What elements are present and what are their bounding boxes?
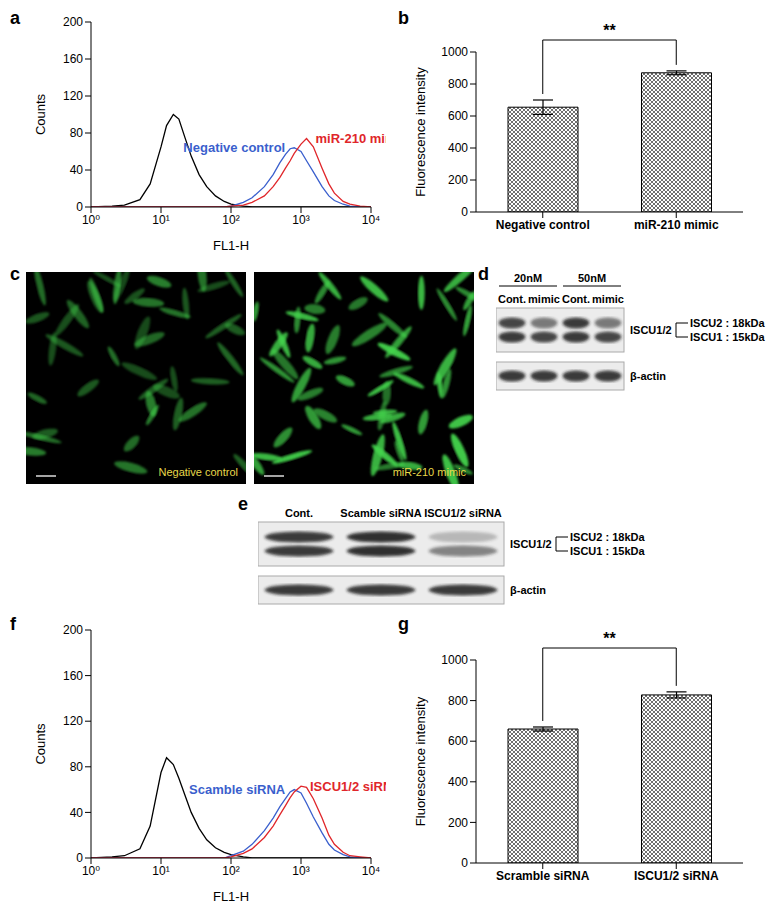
svg-text:120: 120 xyxy=(63,89,83,103)
svg-text:ISCU2 : 18kDa: ISCU2 : 18kDa xyxy=(570,531,645,543)
svg-text:10³: 10³ xyxy=(292,213,309,227)
svg-text:ISCU2 : 18kDa: ISCU2 : 18kDa xyxy=(690,317,765,329)
svg-text:160: 160 xyxy=(63,669,83,683)
svg-text:mimic: mimic xyxy=(592,293,624,305)
svg-text:10²: 10² xyxy=(222,213,239,227)
svg-text:0: 0 xyxy=(461,856,468,870)
html-text:b: b xyxy=(398,8,409,28)
svg-text:miR-210 mimic: miR-210 mimic xyxy=(316,131,386,146)
svg-text:Cont.: Cont. xyxy=(562,293,590,305)
svg-text:FL1-H: FL1-H xyxy=(213,889,249,904)
svg-text:Negative control: Negative control xyxy=(159,466,239,478)
svg-text:50nM: 50nM xyxy=(578,272,606,284)
svg-text:40: 40 xyxy=(70,806,84,820)
svg-text:1000: 1000 xyxy=(441,653,468,667)
svg-text:Scamble siRNA: Scamble siRNA xyxy=(340,507,421,519)
svg-text:800: 800 xyxy=(448,77,468,91)
svg-text:80: 80 xyxy=(70,760,84,774)
svg-text:Cont.: Cont. xyxy=(285,507,313,519)
svg-text:10⁰: 10⁰ xyxy=(82,864,100,878)
svg-text:120: 120 xyxy=(63,714,83,728)
svg-text:600: 600 xyxy=(448,109,468,123)
svg-text:miR-210 mimic: miR-210 mimic xyxy=(634,218,719,232)
html-text:e: e xyxy=(238,494,248,514)
svg-text:200: 200 xyxy=(63,15,83,29)
html-text:g: g xyxy=(398,614,409,634)
svg-text:ISCU1/2 siRNA: ISCU1/2 siRNA xyxy=(634,869,719,883)
svg-text:mimic: mimic xyxy=(528,293,560,305)
svg-text:Negative control: Negative control xyxy=(496,218,590,232)
svg-text:Fluorescence intensity: Fluorescence intensity xyxy=(413,67,428,197)
svg-text:ISCU1 : 15kDa: ISCU1 : 15kDa xyxy=(570,545,645,557)
svg-text:0: 0 xyxy=(461,205,468,219)
html-text:a: a xyxy=(10,8,20,28)
svg-text:40: 40 xyxy=(70,163,84,177)
svg-text:Fluorescence intensity: Fluorescence intensity xyxy=(413,696,428,826)
svg-text:Negative control: Negative control xyxy=(183,140,285,155)
svg-text:20nM: 20nM xyxy=(514,272,542,284)
svg-text:80: 80 xyxy=(70,126,84,140)
svg-text:Counts: Counts xyxy=(33,93,48,135)
svg-text:10⁰: 10⁰ xyxy=(82,213,100,227)
svg-text:β-actin: β-actin xyxy=(510,584,546,596)
svg-text:400: 400 xyxy=(448,141,468,155)
svg-text:ISCU1/2: ISCU1/2 xyxy=(510,538,552,550)
svg-text:10¹: 10¹ xyxy=(152,213,169,227)
svg-text:miR-210 mimic: miR-210 mimic xyxy=(393,466,467,478)
svg-text:200: 200 xyxy=(448,816,468,830)
svg-text:1000: 1000 xyxy=(441,45,468,59)
svg-text:0: 0 xyxy=(76,851,83,865)
svg-text:ISCU1/2: ISCU1/2 xyxy=(630,324,672,336)
svg-text:β-actin: β-actin xyxy=(630,370,666,382)
svg-text:600: 600 xyxy=(448,734,468,748)
svg-text:**: ** xyxy=(603,630,616,647)
svg-text:10⁴: 10⁴ xyxy=(362,213,381,227)
svg-text:200: 200 xyxy=(448,173,468,187)
html-text:f: f xyxy=(10,614,16,634)
svg-text:**: ** xyxy=(603,22,616,39)
svg-text:Scamble siRNA: Scamble siRNA xyxy=(189,782,286,797)
svg-text:10¹: 10¹ xyxy=(152,864,169,878)
svg-text:ISCU1/2 siRNA: ISCU1/2 siRNA xyxy=(424,507,502,519)
html-text:c: c xyxy=(10,264,20,284)
svg-text:800: 800 xyxy=(448,694,468,708)
svg-text:200: 200 xyxy=(63,623,83,637)
svg-text:ISCU1 : 15kDa: ISCU1 : 15kDa xyxy=(690,331,765,343)
svg-text:0: 0 xyxy=(76,200,83,214)
svg-text:400: 400 xyxy=(448,775,468,789)
svg-text:10²: 10² xyxy=(222,864,239,878)
svg-text:160: 160 xyxy=(63,52,83,66)
svg-text:Counts: Counts xyxy=(33,723,48,765)
html-text:d: d xyxy=(478,264,489,284)
svg-text:Cont.: Cont. xyxy=(498,293,526,305)
svg-text:10⁴: 10⁴ xyxy=(362,864,381,878)
svg-text:ISCU1/2 siRNA: ISCU1/2 siRNA xyxy=(310,779,386,794)
svg-text:FL1-H: FL1-H xyxy=(213,238,249,253)
svg-text:10³: 10³ xyxy=(292,864,309,878)
svg-text:Scramble siRNA: Scramble siRNA xyxy=(496,869,590,883)
